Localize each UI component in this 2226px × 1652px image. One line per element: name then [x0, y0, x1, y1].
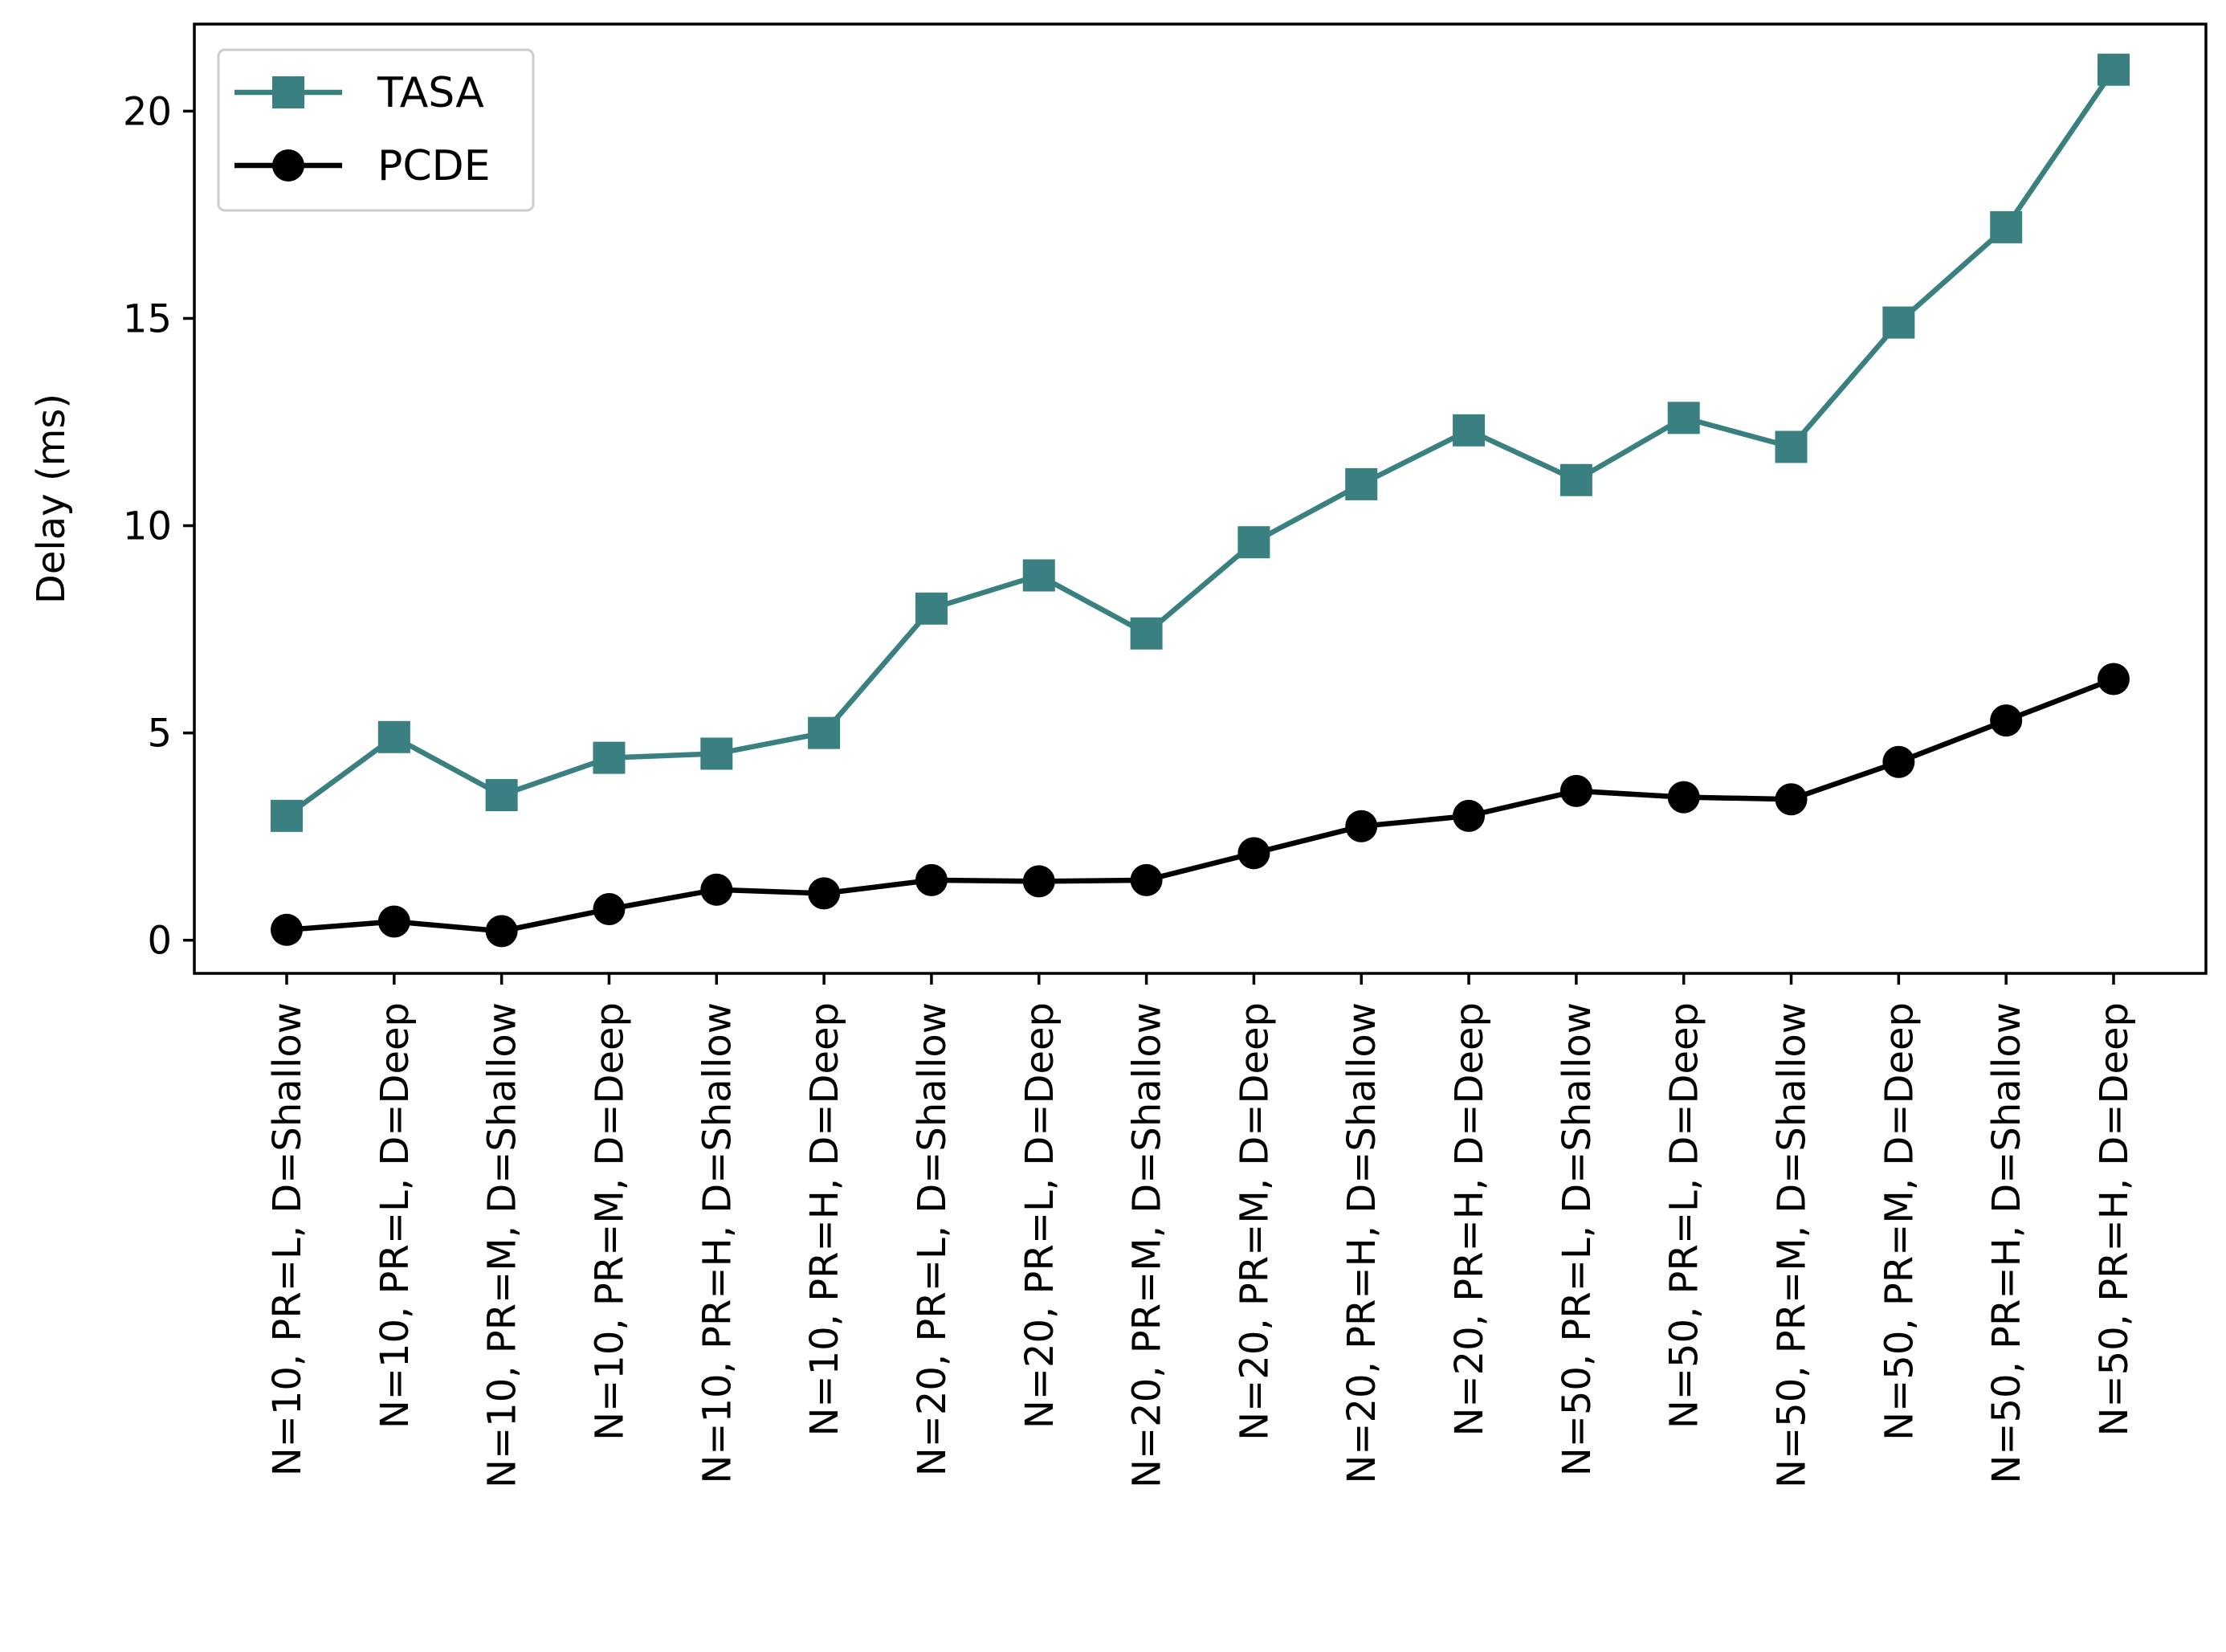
x-tick-label: N=10, PR=L, D=Deep: [373, 1002, 418, 1429]
y-tick-label-5: 5: [147, 712, 172, 757]
data-point-tasa: [1345, 467, 1378, 500]
data-point-tasa: [377, 720, 410, 753]
x-tick-label: N=10, PR=M, D=Deep: [587, 1002, 632, 1441]
data-point-tasa: [1882, 306, 1915, 339]
x-tick-label: N=20, PR=H, D=Shallow: [1339, 1002, 1384, 1484]
legend-label-pcde: PCDE: [377, 142, 491, 190]
legend-marker-tasa: [272, 76, 304, 108]
legend-entries: TASA PCDE: [234, 69, 491, 190]
x-tick-label: N=20, PR=L, D=Shallow: [910, 1002, 955, 1476]
x-tick-label: N=10, PR=L, D=Shallow: [265, 1002, 310, 1476]
data-point-pcde: [1237, 837, 1270, 870]
x-tick-label: N=20, PR=H, D=Deep: [1447, 1002, 1492, 1437]
x-tick-label: N=50, PR=M, D=Deep: [1877, 1002, 1922, 1441]
y-tick-label-15: 15: [123, 296, 172, 341]
x-tick-label: N=10, PR=M, D=Shallow: [480, 1002, 525, 1488]
data-point-tasa: [271, 799, 303, 832]
data-point-pcde: [1130, 863, 1163, 896]
x-tick-label: N=50, PR=H, D=Deep: [2092, 1002, 2137, 1437]
data-point-pcde: [1775, 783, 1808, 816]
x-tick-label: N=50, PR=H, D=Shallow: [1984, 1002, 2029, 1484]
data-point-pcde: [1022, 865, 1055, 898]
data-point-tasa: [2098, 53, 2130, 86]
legend: TASA PCDE: [217, 48, 535, 212]
data-point-tasa: [1667, 402, 1700, 434]
data-point-tasa: [1237, 526, 1270, 559]
x-tick-label: N=20, PR=M, D=Deep: [1232, 1002, 1277, 1441]
x-tick-label: N=10, PR=H, D=Deep: [802, 1002, 847, 1437]
data-point-tasa: [1775, 430, 1808, 463]
data-point-tasa: [1022, 559, 1055, 592]
data-point-tasa: [1453, 414, 1486, 447]
legend-marker-pcde: [272, 149, 304, 182]
plot-frame: [193, 22, 2208, 975]
x-tick-label: N=20, PR=M, D=Shallow: [1125, 1002, 1170, 1488]
data-point-tasa: [915, 592, 948, 625]
data-point-pcde: [271, 913, 303, 946]
data-point-pcde: [915, 863, 948, 896]
data-point-pcde: [1990, 704, 2023, 737]
series-line-pcde: [283, 676, 2117, 934]
data-point-tasa: [1990, 210, 2023, 243]
data-point-pcde: [1345, 810, 1378, 842]
data-point-pcde: [1667, 781, 1700, 814]
data-point-tasa: [700, 737, 733, 770]
x-tick-label: N=10, PR=H, D=Shallow: [695, 1002, 740, 1484]
legend-label-tasa: TASA: [377, 69, 484, 117]
y-axis-ticks: 0 5 10 15 20: [123, 89, 194, 964]
series-layer: [271, 53, 2130, 948]
y-tick-label-0: 0: [147, 919, 172, 964]
data-point-pcde: [485, 915, 518, 948]
data-point-pcde: [1453, 799, 1486, 832]
y-tick-label-10: 10: [123, 504, 172, 549]
data-point-tasa: [808, 716, 841, 749]
data-point-pcde: [593, 892, 626, 925]
y-axis-label: Delay (ms): [29, 394, 74, 604]
x-tick-label: N=50, PR=M, D=Shallow: [1770, 1002, 1815, 1488]
x-axis-ticks: N=10, PR=L, D=Shallow N=10, PR=L, D=Deep N…: [265, 973, 2137, 1488]
series-line-tasa: [283, 67, 2117, 819]
data-point-pcde: [377, 905, 410, 938]
data-point-pcde: [1559, 774, 1592, 807]
x-tick-label: N=50, PR=L, D=Deep: [1662, 1002, 1707, 1429]
data-point-tasa: [1130, 617, 1163, 650]
data-point-tasa: [593, 741, 626, 774]
x-tick-label: N=20, PR=L, D=Deep: [1017, 1002, 1062, 1429]
data-point-tasa: [1559, 463, 1592, 496]
data-point-pcde: [700, 873, 733, 906]
data-point-pcde: [808, 877, 841, 910]
data-point-pcde: [1882, 745, 1915, 778]
y-tick-label-20: 20: [123, 89, 172, 134]
data-point-tasa: [485, 779, 518, 812]
x-tick-label: N=50, PR=L, D=Shallow: [1555, 1002, 1600, 1476]
data-point-pcde: [2098, 663, 2130, 695]
